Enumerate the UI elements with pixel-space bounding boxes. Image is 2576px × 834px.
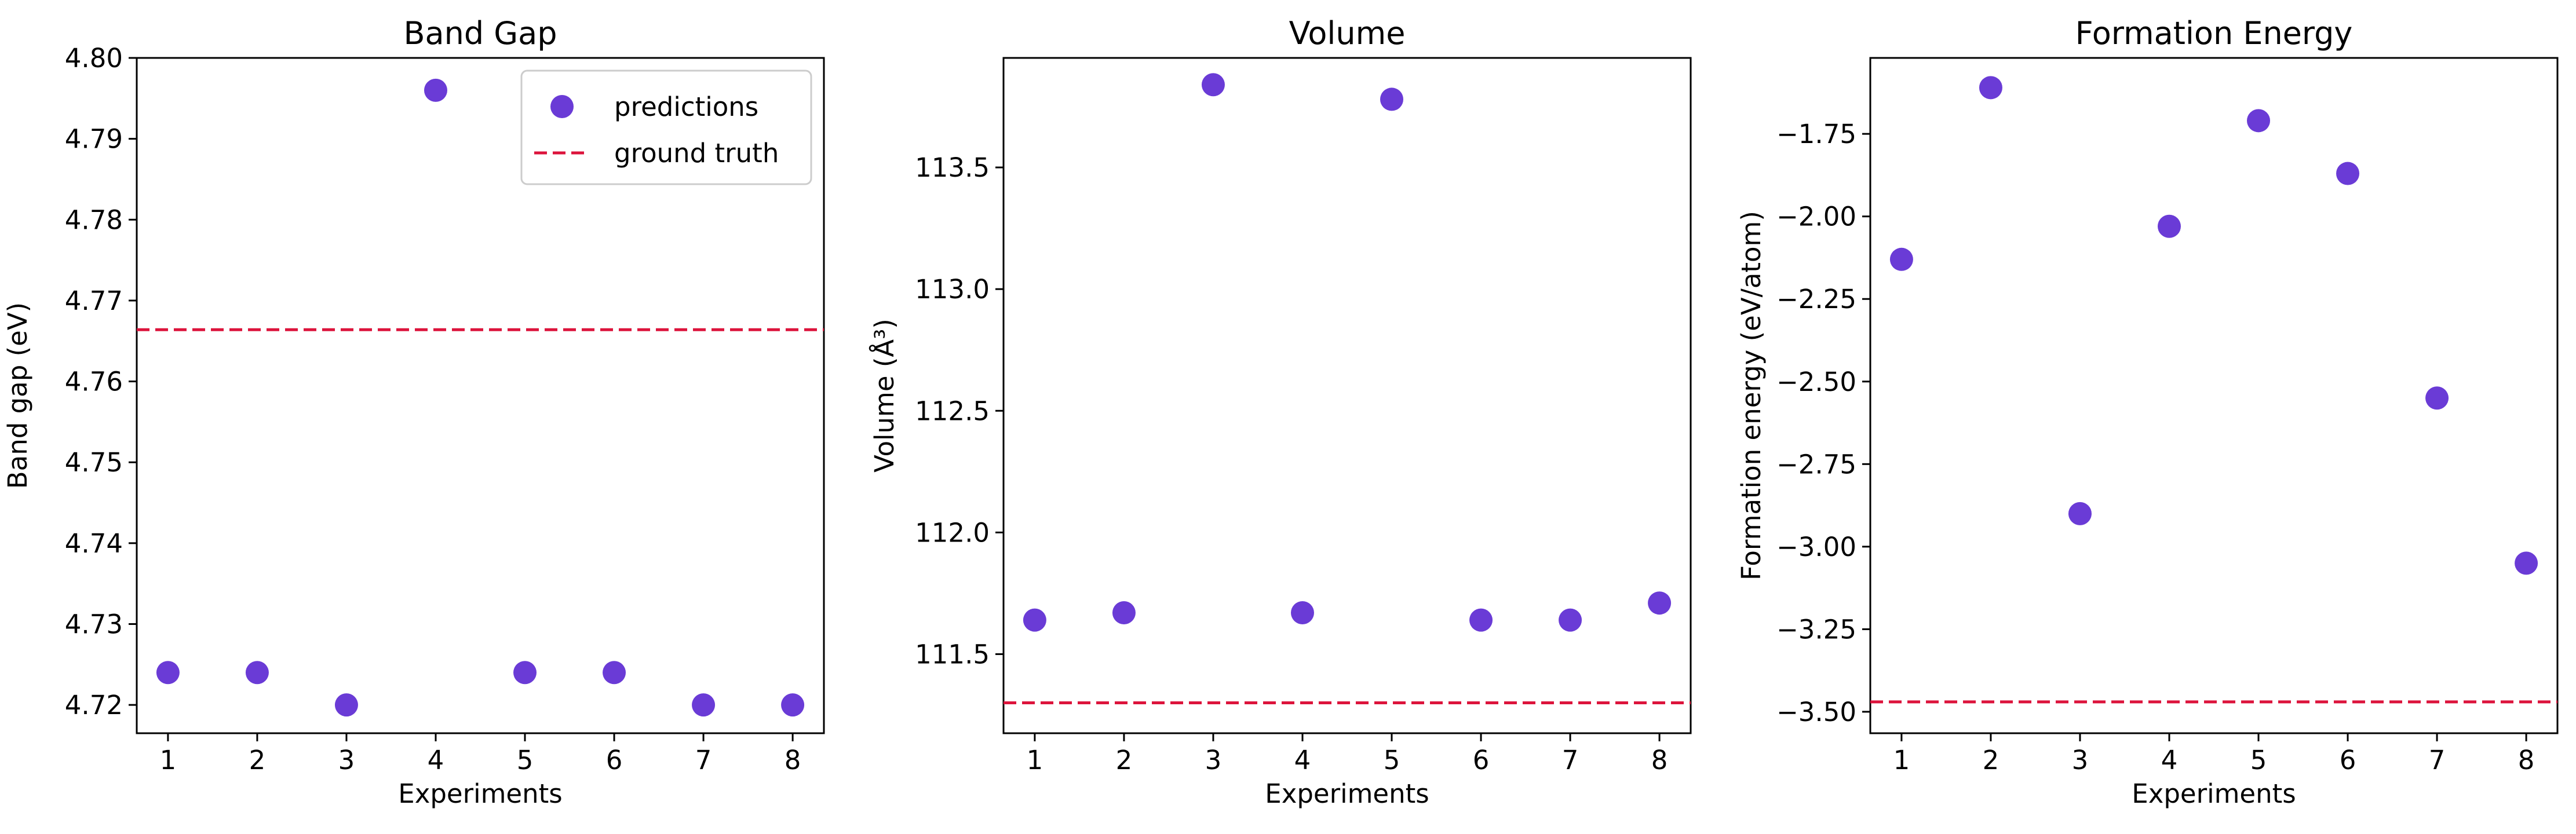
chart-title: Volume [1289,15,1406,52]
prediction-point [2247,109,2271,133]
chart-panel-1: Band Gap 1 2 3 4 5 6 7 8 4.72 4.73 4.74 4.75 4.76 4.77… [2,15,825,809]
prediction-point [245,661,269,685]
legend: predictions ground truth [520,70,812,185]
x-tick-label: 2 [249,745,266,776]
prediction-point [1380,87,1404,111]
legend-label-predictions: predictions [614,92,758,122]
legend-box [520,70,812,185]
prediction-point [2068,502,2092,525]
y-tick-label: 4.73 [65,609,123,639]
y-tick-label: −3.25 [1776,614,1856,645]
y-axis-label: Formation energy (eV/atom) [1736,211,1767,580]
y-tick-label: 4.74 [65,528,123,559]
chart-title: Band Gap [403,15,557,52]
prediction-point [1290,601,1314,625]
x-tick-label: 5 [1384,745,1400,776]
x-tick-label: 4 [2161,745,2178,776]
prediction-point [2425,386,2449,410]
chart-panel-2: Volume 1 2 3 4 5 6 7 8 111.5 112.0 112.5 113.0 113.5 E… [869,15,1692,809]
x-tick-label: 3 [2072,745,2089,776]
chart-title: Formation Energy [2075,15,2353,52]
prediction-point [1023,608,1046,632]
prediction-point [334,693,358,717]
prediction-point [1469,608,1493,632]
y-tick-label: −2.50 [1776,367,1856,397]
x-tick-label: 8 [1651,745,1668,776]
prediction-point [2336,162,2360,185]
prediction-point [1559,608,1582,632]
y-axis-label: Band gap (eV) [2,302,33,489]
x-axis-label: Experiments [1265,778,1429,809]
x-tick-label: 6 [2340,745,2356,776]
x-tick-label: 1 [1027,745,1043,776]
prediction-point [1201,73,1225,97]
x-tick-label: 4 [428,745,444,776]
prediction-point [2157,214,2181,238]
x-tick-label: 8 [2518,745,2535,776]
x-tick-label: 6 [606,745,623,776]
x-tick-label: 6 [1473,745,1490,776]
y-tick-label: −3.00 [1776,532,1856,562]
x-tick-label: 3 [338,745,355,776]
plot-frame [1869,57,2559,734]
x-tick-label: 1 [160,745,177,776]
y-tick-label: 4.72 [65,690,123,720]
chart-panel-3: Formation Energy 1 2 3 4 5 6 7 8 −3.50 −3.25 −3.00 −… [1736,15,2559,809]
prediction-point [156,661,180,685]
legend-marker-predictions [550,95,574,118]
y-tick-label: 4.77 [65,286,123,316]
x-tick-label: 2 [1116,745,1133,776]
prediction-point [2515,551,2538,575]
prediction-point [692,693,716,717]
x-tick-label: 2 [1983,745,1999,776]
prediction-point [1979,76,2002,100]
y-tick-label: −3.50 [1776,697,1856,727]
x-tick-label: 3 [1205,745,1222,776]
y-tick-label: 113.0 [915,274,990,305]
x-tick-label: 5 [2250,745,2267,776]
y-tick-label: 4.78 [65,204,123,235]
prediction-point [781,693,805,717]
y-tick-label: −2.25 [1776,284,1856,314]
y-tick-label: 112.5 [915,396,990,426]
y-tick-label: 113.5 [915,152,990,183]
x-tick-label: 7 [695,745,712,776]
x-tick-label: 7 [2429,745,2446,776]
y-tick-label: 4.80 [65,43,123,74]
prediction-point [513,661,537,685]
x-axis-label: Experiments [2132,778,2296,809]
plot-frame [1002,57,1692,734]
prediction-point [1112,601,1136,625]
y-axis-label: Volume (Å³) [869,319,900,473]
y-tick-label: 112.0 [915,517,990,548]
x-tick-label: 8 [785,745,801,776]
prediction-point [1648,591,1672,615]
x-tick-label: 4 [1294,745,1311,776]
x-tick-label: 5 [517,745,534,776]
y-tick-label: −2.00 [1776,202,1856,232]
prediction-point [424,78,447,102]
x-tick-label: 7 [1562,745,1579,776]
y-tick-label: 4.75 [65,447,123,478]
y-tick-label: −1.75 [1776,119,1856,149]
y-tick-label: 4.76 [65,367,123,397]
prediction-point [1889,247,1913,271]
y-tick-label: 4.79 [65,124,123,155]
y-tick-label: 111.5 [915,639,990,670]
legend-label-ground-truth: ground truth [614,138,779,169]
x-axis-label: Experiments [398,778,562,809]
plot-frame [136,57,825,734]
x-tick-label: 1 [1893,745,1910,776]
prediction-point [603,661,626,685]
y-tick-label: −2.75 [1776,449,1856,480]
